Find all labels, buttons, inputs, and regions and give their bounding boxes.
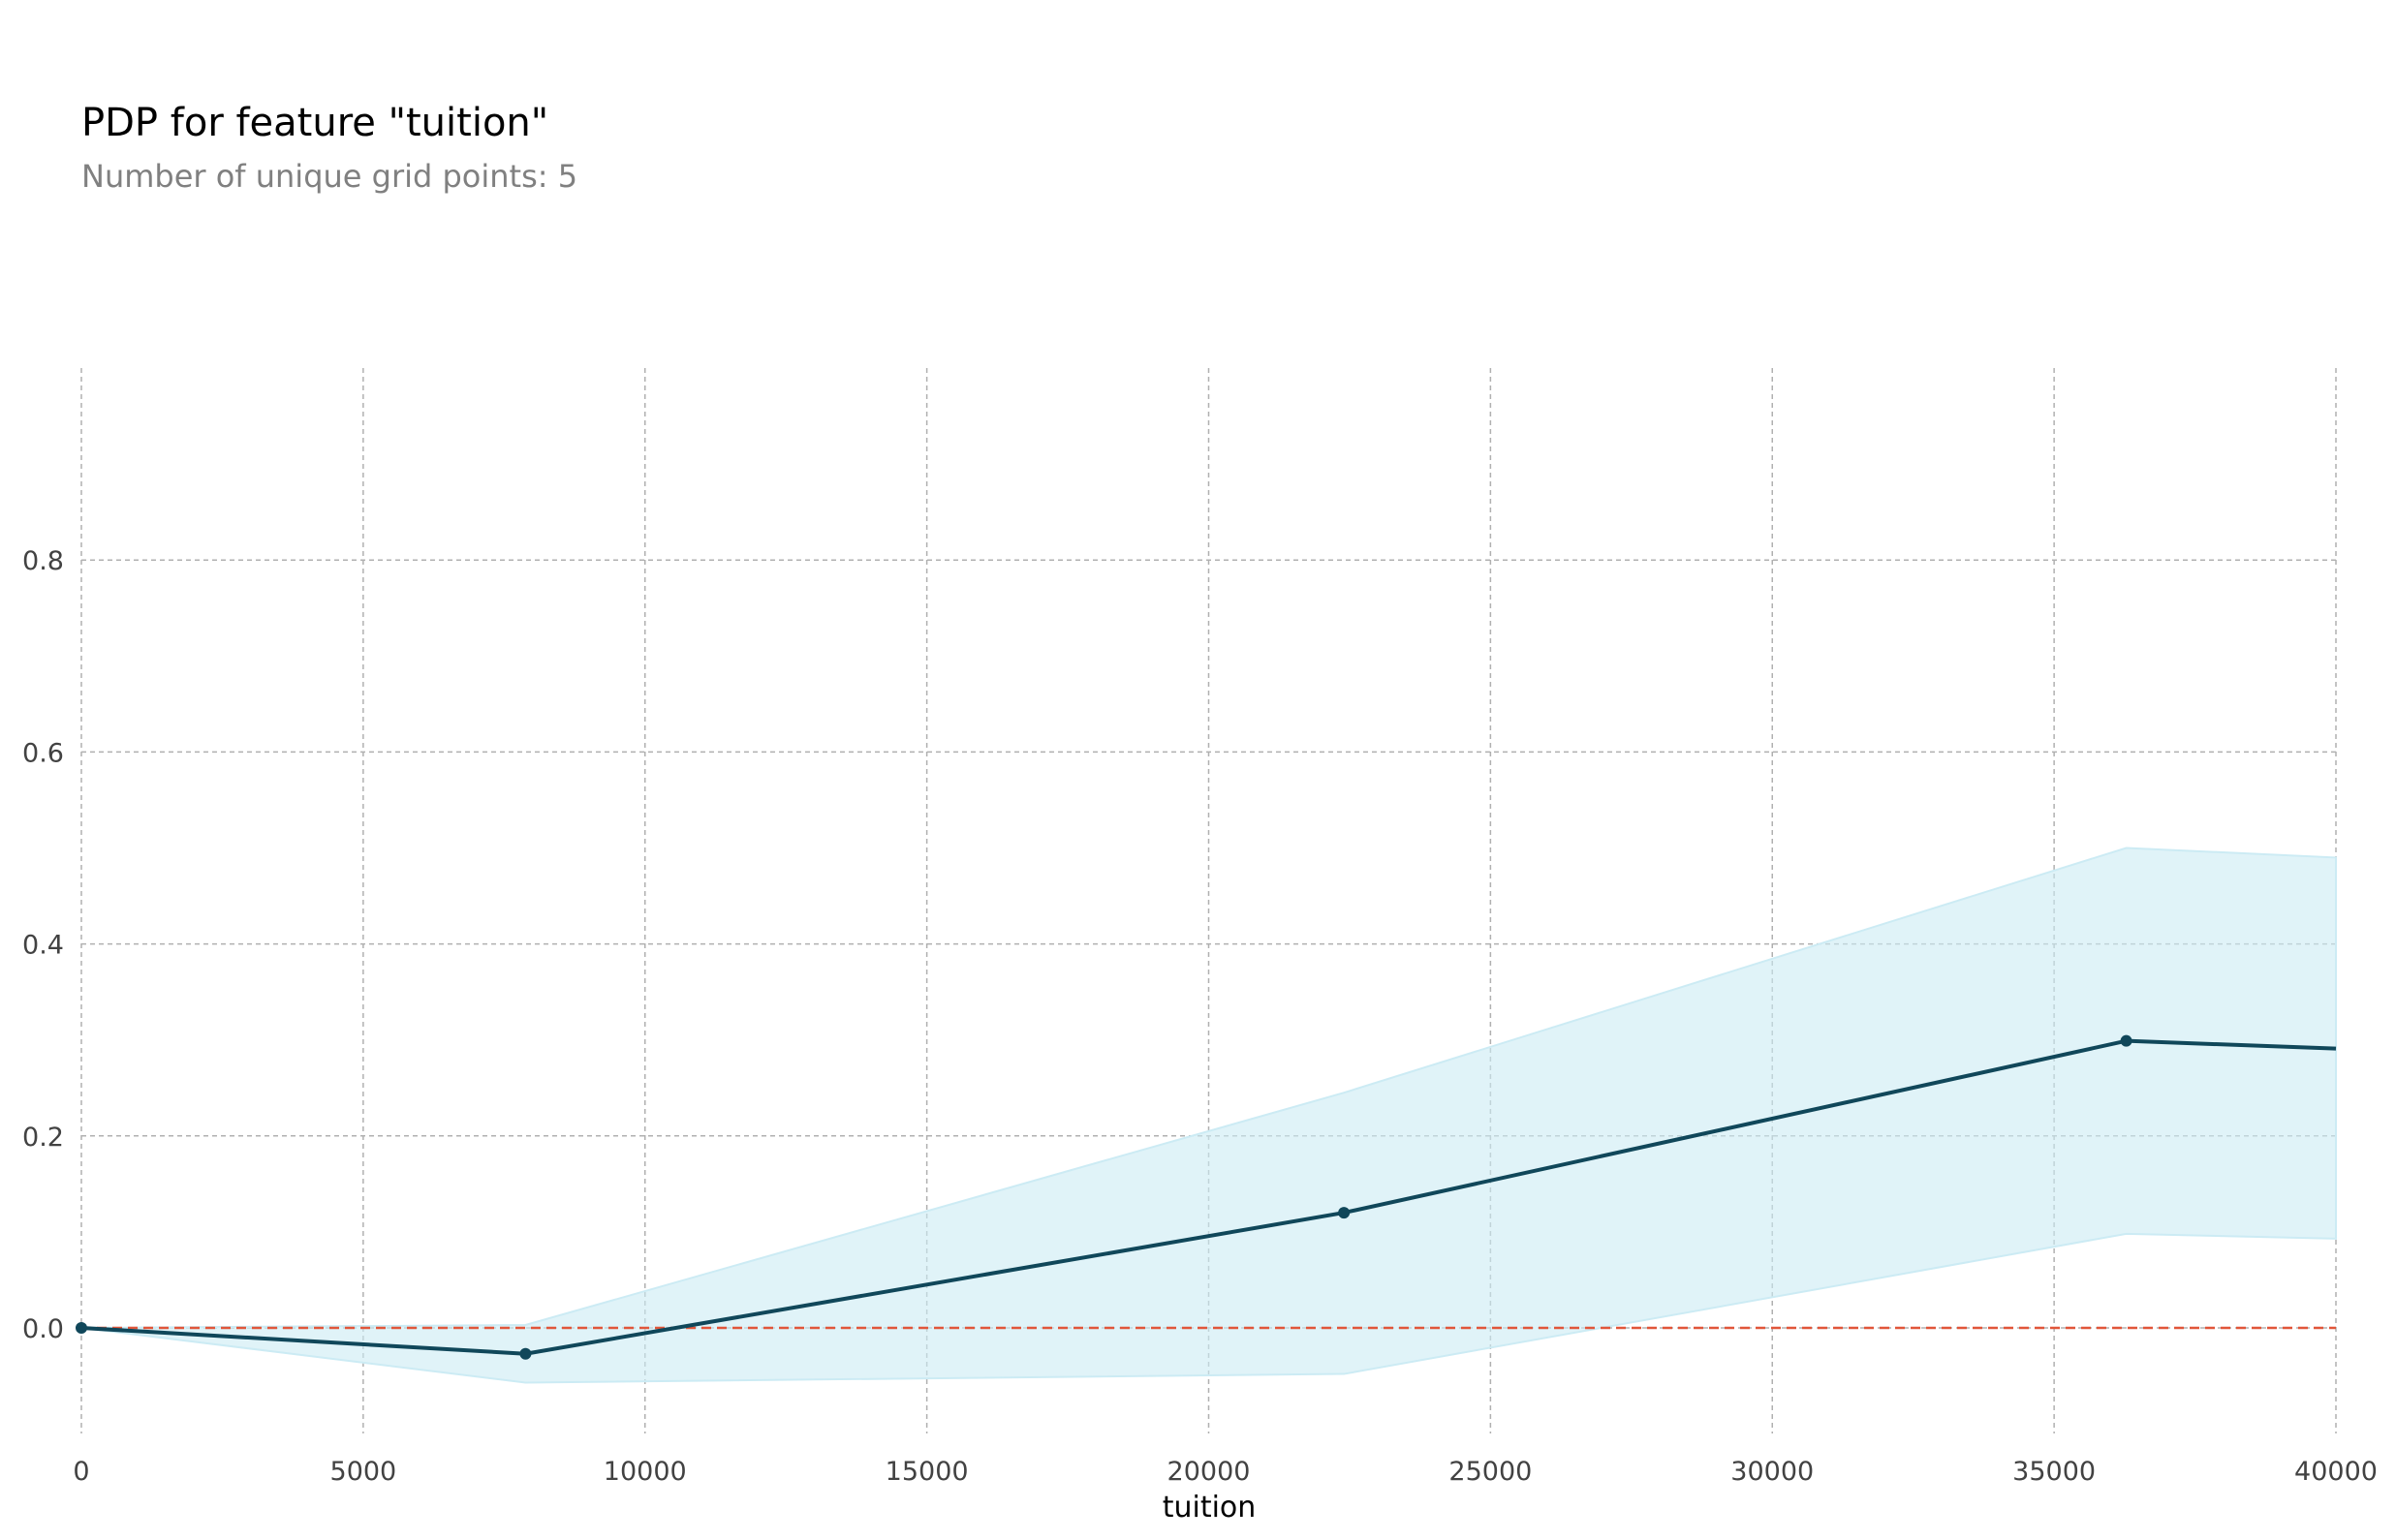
data-point bbox=[2120, 1034, 2132, 1047]
x-tick-label: 15000 bbox=[886, 1457, 969, 1487]
data-point bbox=[1338, 1207, 1351, 1219]
y-tick-label: 0.2 bbox=[22, 1123, 64, 1153]
x-tick-label: 25000 bbox=[1448, 1457, 1532, 1487]
x-tick-label: 30000 bbox=[1730, 1457, 1814, 1487]
pdp-markers bbox=[76, 1034, 2132, 1360]
x-tick-label: 40000 bbox=[2294, 1457, 2378, 1487]
x-axis-ticks: 0 5000 10000 15000 20000 25000 30000 35000 40000 bbox=[73, 1457, 2378, 1487]
chart-title: PDP for feature "tuition" bbox=[81, 101, 548, 145]
data-point bbox=[76, 1321, 87, 1334]
y-tick-label: 0.8 bbox=[22, 546, 64, 576]
chart-subtitle: Number of unique grid points: 5 bbox=[81, 158, 577, 195]
y-axis-ticks: 0.0 0.2 0.4 0.6 0.8 bbox=[22, 546, 64, 1344]
x-tick-label: 20000 bbox=[1167, 1457, 1251, 1487]
y-tick-label: 0.0 bbox=[22, 1314, 64, 1344]
y-tick-label: 0.6 bbox=[22, 738, 64, 768]
x-tick-label: 35000 bbox=[2012, 1457, 2096, 1487]
x-tick-label: 0 bbox=[73, 1457, 89, 1487]
x-tick-label: 5000 bbox=[330, 1457, 397, 1487]
x-tick-label: 10000 bbox=[604, 1457, 687, 1487]
y-tick-label: 0.4 bbox=[22, 931, 64, 961]
x-axis-label: tuition bbox=[1163, 1491, 1257, 1525]
data-point bbox=[519, 1347, 532, 1360]
